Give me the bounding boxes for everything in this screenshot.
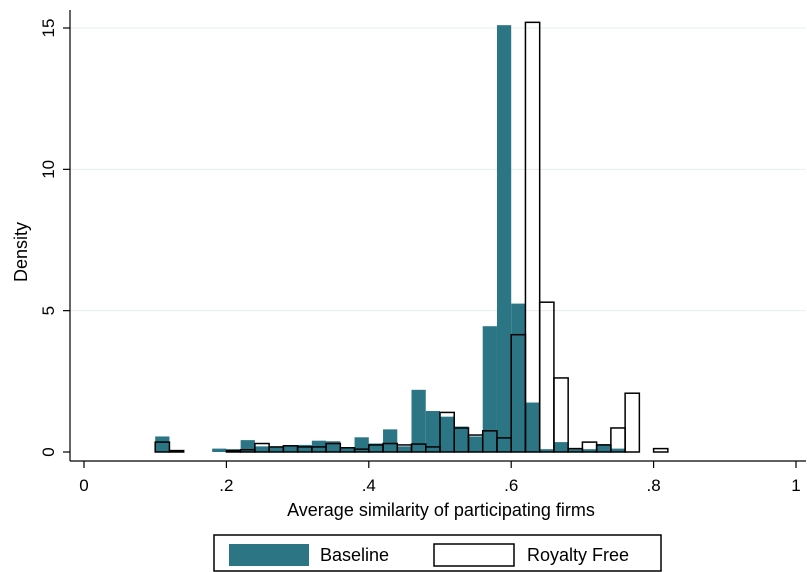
royalty-free-bars xyxy=(154,21,669,453)
bar-baseline xyxy=(553,442,569,452)
bar-baseline xyxy=(468,436,483,452)
bar-baseline xyxy=(440,416,455,452)
y-axis-title: Density xyxy=(11,222,31,282)
legend-label-baseline: Baseline xyxy=(320,545,389,565)
x-axis-title: Average similarity of participating firm… xyxy=(287,500,595,520)
y-tick-label: 0 xyxy=(39,447,58,456)
bar-baseline xyxy=(496,25,512,452)
bar-baseline xyxy=(610,448,626,452)
y-tick-label: 10 xyxy=(39,160,58,179)
bar-baseline xyxy=(354,437,369,452)
x-tick-label: .6 xyxy=(504,476,518,495)
bar-baseline xyxy=(539,449,554,452)
bar-baseline xyxy=(383,429,398,452)
gridlines xyxy=(70,27,806,312)
bar-royalty-free xyxy=(652,447,669,453)
x-tick-label: 1 xyxy=(791,476,800,495)
bar-royalty-free xyxy=(168,449,185,453)
legend: Baseline Royalty Free xyxy=(213,534,662,572)
bar-baseline xyxy=(596,444,611,452)
bar-baseline xyxy=(326,441,341,452)
y-tick-label: 15 xyxy=(39,19,58,38)
bar-baseline xyxy=(269,446,284,452)
x-tick-label: 0 xyxy=(79,476,88,495)
bar-baseline xyxy=(411,389,426,452)
bar-royalty-free xyxy=(225,449,242,453)
bar-royalty-free xyxy=(524,21,541,453)
axes xyxy=(63,10,806,468)
bar-royalty-free xyxy=(553,377,569,453)
legend-label-royalty-free: Royalty Free xyxy=(527,545,629,565)
bar-baseline xyxy=(340,447,355,452)
bar-baseline xyxy=(368,443,384,452)
baseline-bars xyxy=(155,25,626,452)
bar-baseline xyxy=(511,303,526,452)
bar-baseline xyxy=(425,411,440,452)
bar-baseline xyxy=(212,448,227,452)
bar-baseline xyxy=(155,436,170,452)
bar-baseline xyxy=(568,449,583,452)
bar-baseline xyxy=(397,446,412,452)
bar-baseline xyxy=(297,444,312,452)
bar-royalty-free xyxy=(154,441,171,453)
x-tick-label: .8 xyxy=(647,476,661,495)
bar-royalty-free xyxy=(538,301,555,453)
x-tick-label: .2 xyxy=(219,476,233,495)
bar-baseline xyxy=(240,440,255,452)
tick-labels: 0 5 10 15 0 .2 .4 .6 .8 1 xyxy=(39,19,801,495)
legend-swatch-royalty-free xyxy=(433,543,515,567)
x-tick-label: .4 xyxy=(362,476,376,495)
bar-baseline xyxy=(254,446,270,452)
bar-baseline xyxy=(525,402,540,452)
y-tick-label: 5 xyxy=(39,306,58,315)
bar-baseline xyxy=(283,445,298,452)
bar-royalty-free xyxy=(624,392,641,453)
bar-baseline xyxy=(482,326,497,452)
bar-baseline xyxy=(582,449,597,452)
legend-swatch-baseline xyxy=(229,544,309,566)
bar-baseline xyxy=(454,426,469,452)
bar-royalty-free xyxy=(610,427,626,453)
